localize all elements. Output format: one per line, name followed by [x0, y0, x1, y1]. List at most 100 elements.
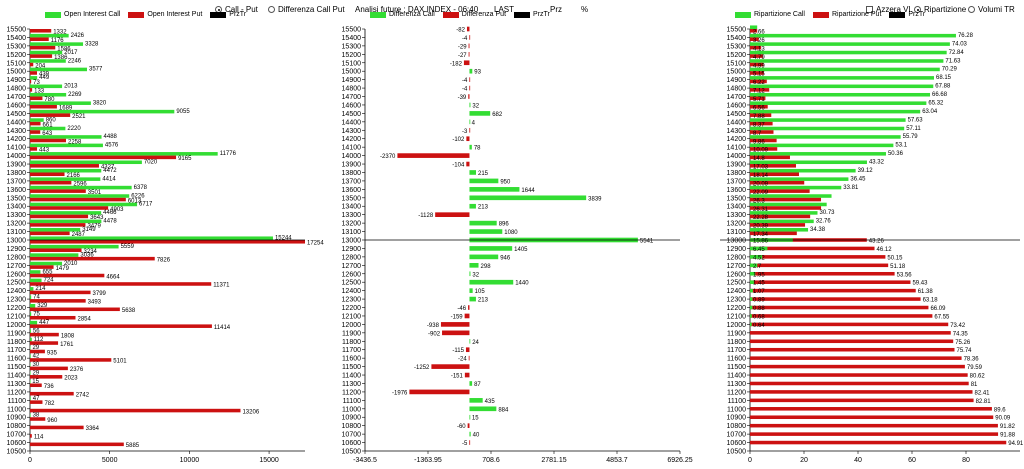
diff-y-tick-label: 11300 [342, 381, 361, 388]
diff-bar-call [469, 398, 483, 403]
rip-bar-put [750, 223, 806, 227]
rip-label-call: 71.63 [945, 58, 961, 64]
oi-label-put: 11414 [214, 325, 231, 331]
rip-y-tick-label: 13300 [727, 212, 747, 219]
oi-label-put: 2166 [67, 173, 81, 179]
rip-x-tick-label: 40 [854, 457, 862, 464]
rip-label-put: 1.07 [753, 289, 765, 295]
oi-bar-call [30, 67, 88, 72]
rip-y-tick-label: 12700 [727, 263, 747, 270]
legend-open-interest: Open Interest Call Open Interest Put Prz… [45, 11, 254, 18]
oi-bar-put [30, 231, 70, 236]
rip-bar-put [750, 113, 772, 117]
diff-label: 32 [472, 103, 479, 109]
oi-label-call: 38 [33, 413, 40, 419]
oi-label-call: 9055 [176, 109, 190, 115]
oi-bar-put [30, 223, 86, 227]
oi-label-call: 2010 [64, 261, 78, 267]
rip-bar-put [750, 62, 764, 67]
rip-label-put: 0.88 [753, 306, 765, 312]
radio-ripartizione-label: Ripartizione [924, 5, 967, 14]
radio-volumi-dot[interactable] [968, 6, 975, 13]
rip-label-put: 4.99 [753, 63, 765, 69]
radio-differenza[interactable]: Differenza Call Put [268, 5, 345, 14]
legend-label-prz: PrzTr [229, 11, 247, 18]
radio-call-put-label: Call - Put [225, 5, 258, 14]
rip-y-tick-label: 14600 [727, 102, 747, 109]
oi-y-tick-label: 11700 [7, 347, 26, 354]
rip-y-tick-label: 14200 [727, 136, 747, 143]
oi-y-tick-label: 13900 [7, 162, 27, 169]
diff-label: -82 [456, 28, 465, 34]
oi-label-put: 5101 [113, 359, 127, 365]
diff-bar-put [466, 26, 470, 32]
oi-x-tick-label: 5000 [102, 457, 118, 464]
oi-bar-put [30, 206, 109, 210]
rip-label-call: 55.79 [903, 134, 919, 140]
rip-label-call: 90.09 [995, 416, 1011, 422]
oi-bar-call [30, 92, 67, 97]
oi-bar-put [30, 256, 155, 261]
diff-label: 884 [498, 407, 509, 413]
oi-label-call: 5559 [121, 244, 135, 250]
azzera-checkbox-label: Azzera VI. [876, 5, 913, 14]
diff-y-tick-label: 10900 [342, 415, 362, 422]
radio-differenza-dot[interactable] [268, 6, 275, 13]
oi-label-put: 5638 [122, 308, 136, 314]
legend-ripartizione: Ripartizione Call Ripartizione Put PrzTr [735, 11, 933, 18]
rip-bar-put [750, 189, 810, 193]
rip-bar-call [750, 202, 827, 207]
rip-y-tick-label: 13600 [727, 187, 747, 194]
oi-bar-put [30, 54, 53, 58]
oi-label-put: 1176 [51, 38, 65, 44]
legend-swatch-rip-call [735, 11, 751, 18]
legend-item-put: Open Interest Put [128, 11, 202, 18]
oi-bar-put [30, 290, 91, 295]
diff-bar-put [465, 347, 470, 353]
oi-y-tick-label: 13200 [7, 221, 27, 228]
diff-label: 4 [472, 120, 476, 126]
rip-bar-put-main [750, 364, 965, 369]
diff-bar-put [409, 389, 470, 395]
oi-bar-put [30, 130, 41, 134]
oi-bar-call [30, 33, 69, 38]
rip-y-tick-label: 10600 [727, 440, 747, 447]
radio-ripartizione[interactable]: Ripartizione [914, 5, 966, 14]
oi-bar-put [30, 425, 84, 430]
rip-label-call: 33.81 [843, 185, 859, 191]
rip-y-tick-label: 11600 [727, 356, 746, 363]
diff-bar-put [442, 330, 470, 336]
diff-y-tick-label: 13000 [342, 238, 362, 245]
oi-label-put: 13206 [242, 409, 259, 415]
oi-bar-put [30, 442, 124, 447]
oi-bar-put [30, 282, 212, 286]
rip-label-call: 43.32 [869, 160, 885, 166]
oi-label-call: 4472 [103, 168, 117, 174]
oi-y-tick-label: 11100 [8, 398, 27, 405]
oi-label-put: 2023 [64, 376, 78, 382]
diff-bar-call [469, 279, 514, 285]
diff-bar-put [469, 85, 471, 91]
azzera-checkbox-box[interactable] [866, 6, 873, 13]
rip-label-call: 30.73 [820, 210, 836, 216]
diff-bar-call [469, 296, 476, 302]
rip-label-call: 80.62 [970, 374, 986, 380]
rip-y-tick-label: 15500 [727, 27, 747, 34]
oi-label-put: 9165 [178, 156, 192, 162]
oi-label-put: 2854 [77, 317, 91, 323]
last-label: LAST [494, 5, 515, 14]
diff-label: -27 [458, 53, 467, 59]
diff-label: 105 [475, 289, 486, 295]
oi-y-tick-label: 13000 [7, 238, 27, 245]
oi-y-tick-label: 13300 [7, 212, 27, 219]
rip-y-tick-label: 12000 [727, 322, 747, 329]
rip-y-tick-label: 10700 [727, 432, 747, 439]
rip-y-tick-label: 15100 [727, 60, 747, 67]
diff-y-tick-label: 10800 [342, 423, 362, 430]
azzera-checkbox[interactable]: Azzera VI. [866, 5, 913, 14]
radio-volumi[interactable]: Volumi TR [968, 5, 1015, 14]
oi-label-call: 2426 [71, 33, 85, 39]
oi-label-put: 5885 [126, 443, 140, 449]
oi-bar-put [30, 315, 76, 320]
radio-ripartizione-dot[interactable] [914, 6, 921, 13]
